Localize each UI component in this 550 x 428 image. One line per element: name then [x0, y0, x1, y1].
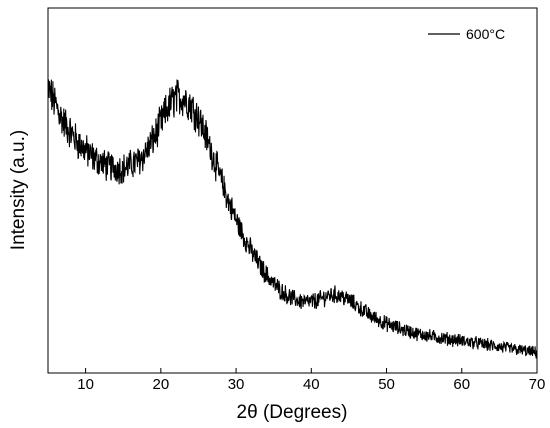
x-tick-label-50: 50 — [378, 376, 395, 393]
x-tick-label-30: 30 — [228, 376, 245, 393]
plot-frame — [47, 7, 538, 374]
x-tick-label-10: 10 — [77, 376, 94, 393]
y-axis-label: Intensity (a.u.) — [8, 130, 29, 250]
x-axis-ticks — [85, 368, 538, 373]
x-tick-label-20: 20 — [153, 376, 170, 393]
x-axis-tick-labels: 10 20 30 40 50 60 70 — [77, 376, 545, 393]
legend-label-600c: 600°C — [466, 26, 505, 42]
x-axis-label: 2θ (Degrees) — [237, 402, 348, 423]
x-tick-label-60: 60 — [453, 376, 470, 393]
series-line-600c — [47, 79, 538, 359]
x-tick-label-70: 70 — [529, 376, 546, 393]
legend: 600°C — [428, 26, 505, 42]
x-tick-label-40: 40 — [303, 376, 320, 393]
